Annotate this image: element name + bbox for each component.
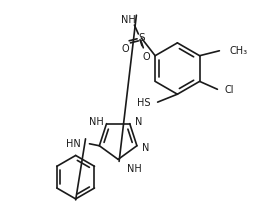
Text: CH₃: CH₃ — [229, 46, 247, 56]
Text: NH: NH — [127, 164, 142, 174]
Text: S: S — [138, 33, 145, 43]
Text: O: O — [122, 44, 129, 54]
Text: N: N — [142, 143, 149, 153]
Text: HN: HN — [66, 139, 81, 149]
Text: NH: NH — [121, 15, 136, 25]
Text: HS: HS — [137, 98, 151, 108]
Text: O: O — [142, 52, 150, 62]
Text: Cl: Cl — [224, 85, 234, 95]
Text: NH: NH — [89, 117, 104, 127]
Text: N: N — [135, 117, 142, 127]
